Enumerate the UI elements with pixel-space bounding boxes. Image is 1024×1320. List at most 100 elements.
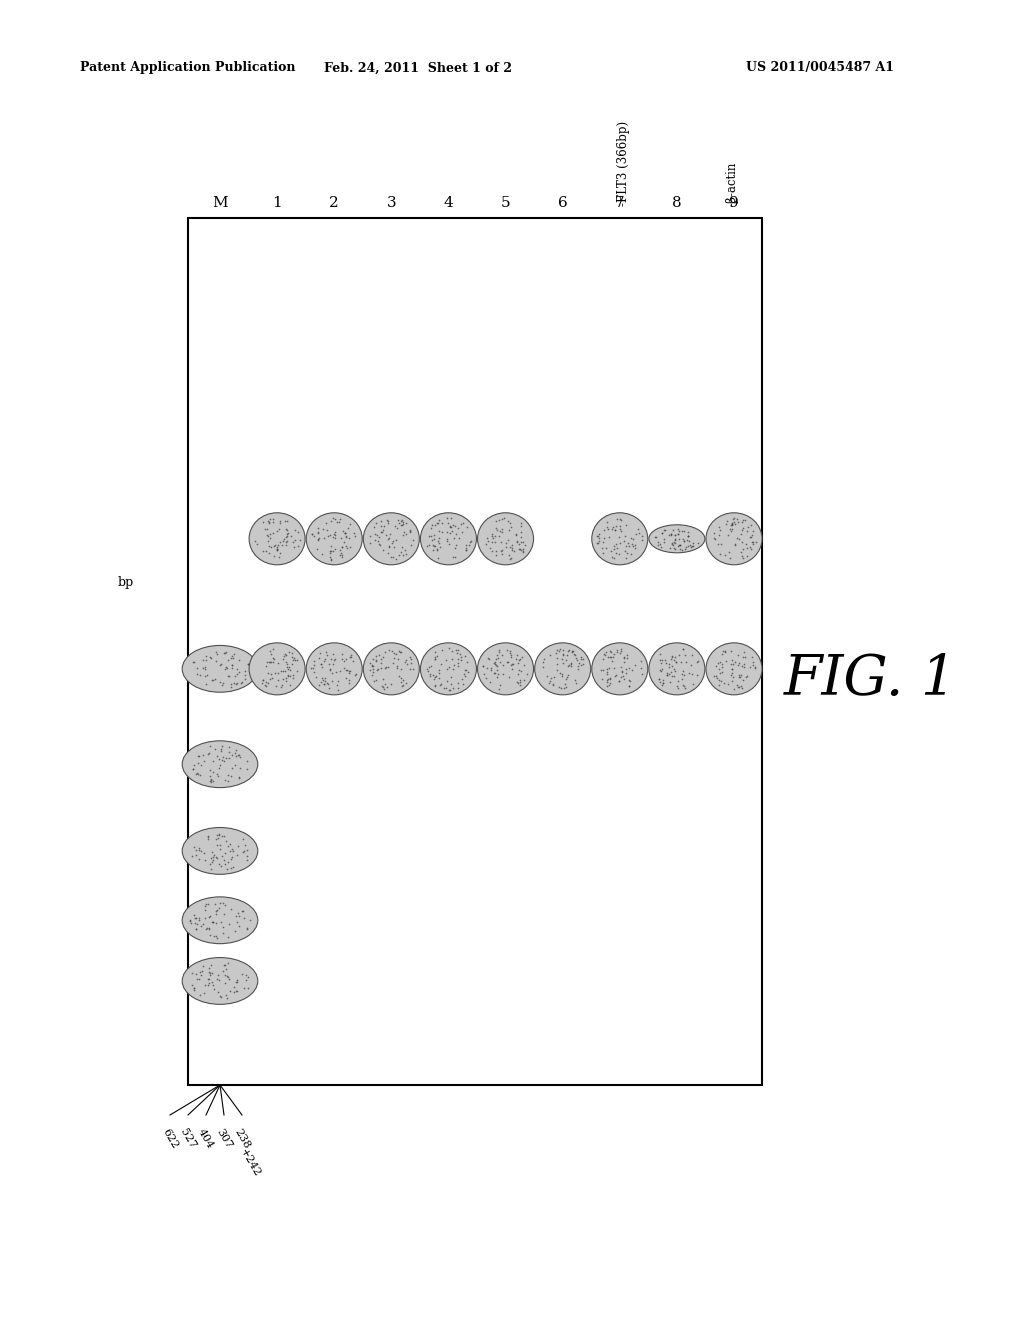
Point bbox=[201, 957, 217, 978]
Point bbox=[680, 525, 696, 546]
Point bbox=[225, 981, 242, 1002]
Point bbox=[445, 546, 462, 568]
Point bbox=[239, 919, 255, 940]
Point bbox=[603, 647, 620, 668]
Point bbox=[439, 512, 456, 533]
Point bbox=[398, 649, 415, 671]
Point bbox=[451, 648, 467, 669]
Point bbox=[653, 657, 670, 678]
Point bbox=[666, 537, 682, 558]
Point bbox=[401, 659, 418, 680]
Point bbox=[231, 758, 248, 779]
Point bbox=[599, 664, 615, 685]
Point bbox=[204, 841, 220, 862]
Point bbox=[385, 529, 401, 550]
Point bbox=[478, 667, 495, 688]
Point bbox=[284, 653, 300, 675]
Point bbox=[272, 660, 289, 681]
Point bbox=[450, 517, 466, 539]
Point bbox=[726, 507, 742, 528]
Point bbox=[483, 532, 500, 553]
Point bbox=[590, 525, 606, 546]
Point bbox=[605, 647, 622, 668]
Point bbox=[726, 512, 742, 533]
Point bbox=[186, 837, 203, 858]
Point bbox=[504, 653, 520, 675]
Point bbox=[218, 657, 234, 678]
Point bbox=[184, 758, 201, 779]
Point bbox=[402, 521, 419, 543]
Point bbox=[215, 892, 231, 913]
Ellipse shape bbox=[249, 643, 305, 694]
Point bbox=[608, 515, 625, 536]
Point bbox=[651, 533, 668, 554]
Point bbox=[262, 644, 279, 665]
Point bbox=[239, 840, 255, 861]
Point bbox=[264, 512, 281, 533]
Point bbox=[740, 516, 757, 537]
Point bbox=[265, 535, 282, 556]
Point bbox=[200, 968, 216, 989]
Point bbox=[616, 652, 633, 673]
Point bbox=[658, 664, 675, 685]
Point bbox=[279, 671, 295, 692]
Point bbox=[451, 640, 467, 661]
Point bbox=[367, 524, 383, 545]
Point bbox=[393, 668, 410, 689]
Point bbox=[185, 652, 202, 673]
Point bbox=[707, 527, 723, 548]
Point bbox=[561, 640, 578, 661]
Point bbox=[231, 915, 248, 936]
Point bbox=[236, 841, 252, 862]
Point bbox=[214, 916, 230, 937]
Point bbox=[239, 759, 255, 780]
Point bbox=[211, 985, 227, 1006]
Point bbox=[665, 535, 681, 556]
Point bbox=[190, 746, 207, 767]
Point bbox=[237, 661, 253, 682]
Point bbox=[323, 548, 339, 569]
Point bbox=[225, 673, 242, 694]
Point bbox=[667, 645, 683, 667]
Point bbox=[261, 511, 278, 532]
Point bbox=[311, 527, 328, 548]
Point bbox=[708, 665, 724, 686]
Point bbox=[716, 673, 732, 694]
Point bbox=[395, 675, 412, 696]
Point bbox=[425, 665, 441, 686]
Point bbox=[620, 543, 636, 564]
Point bbox=[720, 525, 736, 546]
Point bbox=[680, 521, 696, 543]
Point bbox=[249, 533, 265, 554]
Point bbox=[509, 673, 525, 694]
Point bbox=[457, 665, 473, 686]
Point bbox=[510, 652, 526, 673]
Point bbox=[198, 907, 214, 928]
Point bbox=[191, 664, 208, 685]
Point bbox=[364, 655, 380, 676]
Point bbox=[431, 663, 447, 684]
Point bbox=[375, 676, 391, 697]
Point bbox=[667, 660, 683, 681]
Point bbox=[674, 521, 690, 543]
Point bbox=[606, 643, 623, 664]
Point bbox=[205, 911, 221, 932]
Point bbox=[333, 527, 349, 548]
Point bbox=[504, 540, 520, 561]
Point bbox=[247, 531, 263, 552]
Point bbox=[220, 665, 237, 686]
Point bbox=[610, 527, 627, 548]
Point bbox=[260, 525, 276, 546]
Point bbox=[517, 535, 534, 556]
Point bbox=[191, 961, 208, 982]
Point bbox=[224, 857, 241, 878]
Point bbox=[236, 978, 252, 999]
Point bbox=[325, 527, 341, 548]
Point bbox=[748, 657, 764, 678]
Ellipse shape bbox=[182, 828, 258, 874]
Point bbox=[446, 546, 463, 568]
Point bbox=[502, 512, 518, 533]
Point bbox=[612, 667, 629, 688]
Point bbox=[228, 911, 245, 932]
Point bbox=[718, 513, 734, 535]
